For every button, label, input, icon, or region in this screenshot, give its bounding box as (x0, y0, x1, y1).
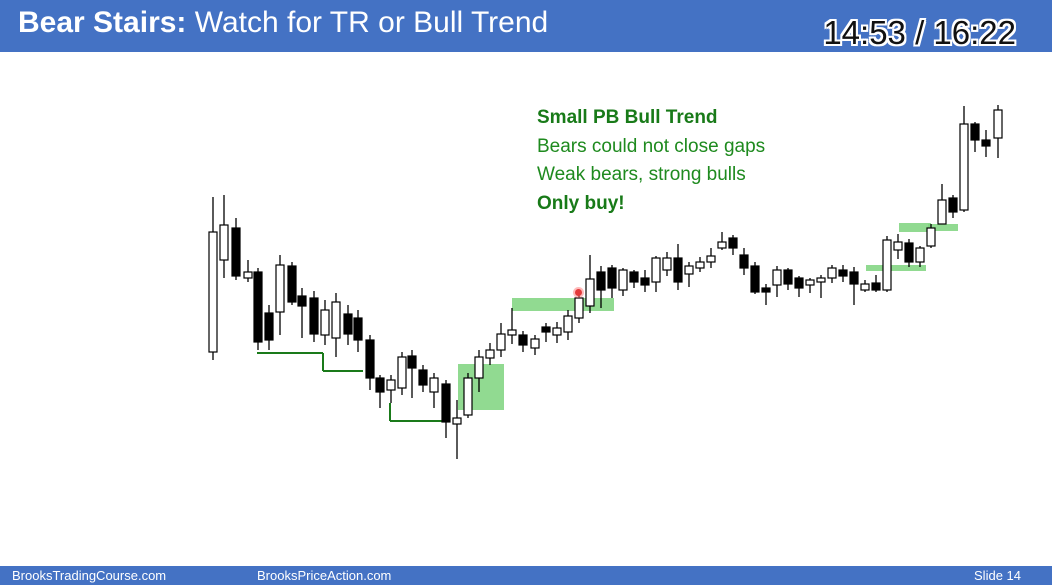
candle-body (607, 267, 617, 289)
highlight-zone (512, 298, 614, 311)
candle-body (452, 417, 462, 425)
price-chart (208, 105, 1003, 459)
candle-body (904, 242, 914, 263)
candle-body (253, 271, 263, 343)
candle-body (739, 254, 749, 269)
candle-body (507, 329, 517, 336)
candle-body (563, 315, 573, 333)
candle-body (397, 356, 407, 389)
candle-body (596, 271, 606, 291)
annotation-line: Weak bears, strong bulls (537, 164, 746, 185)
candle-body (948, 197, 958, 213)
candle-body (915, 247, 925, 263)
candle-body (365, 339, 375, 379)
candle-body (838, 269, 848, 277)
candle-body (882, 239, 892, 291)
candle-body (343, 313, 353, 335)
candle-body (750, 265, 760, 293)
candle-body (375, 377, 385, 393)
candle-body (541, 326, 551, 333)
candle-body (320, 309, 330, 336)
candle-body (275, 264, 285, 313)
candle-body (827, 267, 837, 279)
candle-body (386, 379, 396, 391)
highlight-zone (866, 265, 926, 271)
slide-number: Slide 14 (974, 568, 1021, 583)
slide-title-rest: Watch for TR or Bull Trend (194, 6, 549, 39)
footer-left-link[interactable]: BrooksTradingCourse.com (12, 568, 167, 583)
candle-body (574, 297, 584, 319)
candle-body (231, 227, 241, 277)
candle-body (287, 265, 297, 303)
candle-body (418, 369, 428, 386)
candle-body (585, 278, 595, 307)
candle-body (243, 271, 253, 279)
candle-body (695, 261, 705, 269)
annotation-line: Bears could not close gaps (537, 135, 766, 157)
candle-body (640, 277, 650, 286)
candle-body (717, 241, 727, 249)
chart-annotations: Small PB Bull Trend Bears could not clos… (537, 104, 765, 218)
candle-body (860, 283, 870, 291)
candle-body (309, 297, 319, 335)
candle-body (706, 255, 716, 263)
slide-footer: BrooksTradingCourse.com BrooksPriceActio… (0, 566, 1052, 585)
candle-body (772, 269, 782, 286)
candle-body (993, 109, 1003, 139)
candle-body (981, 139, 991, 147)
highlight-zone (899, 223, 931, 232)
video-timer: 14:53 / 16:22 (823, 14, 1016, 51)
candle-body (662, 257, 672, 271)
annotation-title: Small PB Bull Trend (537, 107, 718, 128)
candle-body (264, 312, 274, 341)
candle-body (871, 282, 881, 291)
candle-body (970, 123, 980, 141)
candle-body (407, 355, 417, 369)
candle-body (794, 277, 804, 289)
slide-title: Bear Stairs: Watch for TR or Bull Trend (18, 5, 548, 41)
highlight-zone (928, 224, 958, 231)
candle-body (441, 383, 451, 423)
candle-body (474, 356, 484, 379)
candle-body (684, 265, 694, 275)
slide-header: Bear Stairs: Watch for TR or Bull Trend (0, 0, 1052, 52)
candle-body (496, 333, 506, 351)
candle-body (651, 257, 661, 283)
candle-body (297, 295, 307, 307)
candle-body (816, 277, 826, 283)
candle-body (893, 241, 903, 251)
candle-body (208, 231, 218, 353)
annotation-conclusion: Only buy! (537, 192, 625, 214)
candle-body (530, 338, 540, 349)
candle-body (219, 224, 229, 261)
candle-body (673, 257, 683, 283)
candle-body (353, 317, 363, 341)
candle-body (485, 349, 495, 359)
candle-body (926, 227, 936, 247)
candle-body (552, 327, 562, 336)
candle-body (959, 123, 969, 211)
pointer-cursor (575, 289, 582, 296)
candle-body (937, 199, 947, 225)
candle-body (783, 269, 793, 285)
candle-body (518, 334, 528, 346)
candle-body (629, 271, 639, 283)
candle-body (849, 271, 859, 285)
candle-body (761, 287, 771, 293)
footer-center-link[interactable]: BrooksPriceAction.com (257, 568, 392, 583)
candle-body (618, 269, 628, 291)
candle-body (805, 279, 815, 286)
slide-title-bold: Bear Stairs: (18, 6, 187, 39)
candle-body (728, 237, 738, 249)
candle-body (331, 301, 341, 339)
candle-body (429, 377, 439, 393)
candle-body (463, 377, 473, 416)
